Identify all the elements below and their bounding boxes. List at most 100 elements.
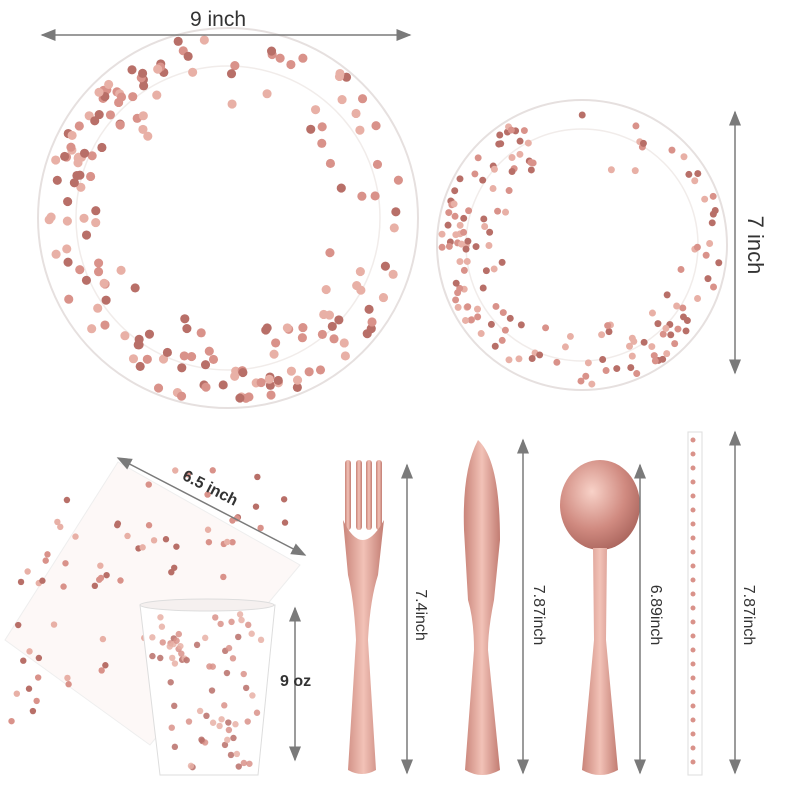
polka-dot bbox=[212, 614, 219, 621]
polka-dot bbox=[662, 324, 670, 332]
polka-dot bbox=[708, 219, 716, 227]
polka-dot bbox=[690, 703, 696, 709]
polka-dot bbox=[566, 332, 574, 340]
polka-dot bbox=[366, 324, 376, 334]
polka-dot bbox=[75, 265, 85, 275]
polka-dot bbox=[262, 323, 272, 333]
polka-dot bbox=[690, 437, 696, 443]
polka-dot bbox=[149, 652, 156, 660]
polka-dot bbox=[93, 303, 103, 313]
polka-dot bbox=[520, 127, 528, 135]
polka-dot bbox=[273, 375, 283, 386]
polka-dot bbox=[262, 89, 272, 99]
polka-dot bbox=[367, 317, 377, 327]
polka-dot bbox=[256, 377, 266, 388]
polka-dot bbox=[134, 340, 144, 350]
polka-dot bbox=[451, 187, 459, 195]
polka-dot bbox=[673, 302, 681, 310]
polka-dot bbox=[456, 258, 464, 266]
polka-dot bbox=[52, 175, 62, 185]
polka-dot bbox=[128, 92, 138, 102]
polka-dot bbox=[334, 71, 345, 82]
polka-dot bbox=[324, 310, 335, 320]
polka-dot bbox=[244, 392, 254, 402]
polka-dot bbox=[221, 702, 228, 709]
polka-dot bbox=[329, 334, 339, 344]
polka-dot bbox=[183, 51, 193, 61]
polka-dot bbox=[177, 363, 187, 373]
polka-dot bbox=[74, 121, 84, 131]
polka-dot bbox=[152, 90, 162, 100]
polka-dot bbox=[517, 321, 525, 329]
polka-dot bbox=[149, 634, 156, 641]
polka-dot bbox=[679, 313, 687, 321]
polka-dot bbox=[584, 359, 592, 367]
polka-dot bbox=[317, 122, 327, 132]
polka-dot bbox=[715, 259, 723, 267]
polka-dot bbox=[153, 383, 164, 393]
knife-size-label: 7.87inch bbox=[530, 584, 547, 646]
polka-dot bbox=[143, 131, 153, 141]
polka-dot bbox=[371, 121, 381, 131]
polka-dot bbox=[271, 338, 281, 348]
polka-dot bbox=[44, 215, 54, 225]
polka-dot bbox=[94, 87, 104, 97]
polka-dot bbox=[516, 137, 524, 145]
polka-dot bbox=[465, 207, 473, 215]
polka-dot bbox=[561, 343, 569, 351]
polka-dot bbox=[668, 146, 676, 154]
polka-dot bbox=[117, 577, 124, 584]
polka-dot bbox=[240, 670, 247, 678]
polka-dot bbox=[494, 207, 502, 215]
polka-dot bbox=[264, 374, 274, 384]
polka-dot bbox=[690, 521, 696, 527]
polka-dot bbox=[659, 355, 667, 363]
polka-dot bbox=[34, 674, 42, 681]
polka-dot bbox=[632, 122, 640, 130]
polka-dot bbox=[91, 218, 101, 228]
polka-dot bbox=[474, 305, 481, 313]
polka-dot bbox=[474, 313, 482, 321]
polka-dot bbox=[648, 309, 656, 317]
polka-dot bbox=[86, 171, 96, 182]
polka-dot bbox=[495, 140, 503, 148]
polka-dot bbox=[116, 265, 126, 275]
polka-dot bbox=[462, 245, 470, 253]
polka-dot bbox=[208, 687, 216, 694]
polka-dot bbox=[13, 690, 21, 697]
polka-dot bbox=[204, 346, 214, 356]
polka-dot bbox=[529, 159, 537, 167]
polka-dot bbox=[114, 520, 122, 527]
polka-dot bbox=[627, 364, 635, 372]
polka-dot bbox=[99, 635, 107, 643]
polka-dot bbox=[355, 266, 365, 277]
polka-dot bbox=[180, 314, 190, 324]
polka-dot bbox=[57, 523, 64, 531]
polka-dot bbox=[516, 150, 524, 158]
polka-dot bbox=[175, 630, 182, 638]
polka-dot bbox=[158, 354, 169, 364]
polka-dot bbox=[334, 315, 344, 325]
polka-dot bbox=[72, 170, 82, 181]
polka-dot bbox=[364, 304, 374, 314]
polka-dot bbox=[168, 724, 175, 731]
polka-dot bbox=[115, 120, 125, 130]
polka-dot bbox=[64, 294, 74, 304]
polka-dot bbox=[298, 323, 308, 333]
polka-dot bbox=[224, 736, 231, 744]
polka-dot bbox=[472, 243, 480, 251]
polka-dot bbox=[253, 709, 261, 716]
polka-dot bbox=[454, 303, 462, 311]
polka-dot bbox=[50, 621, 58, 628]
polka-dot bbox=[496, 131, 504, 139]
polka-dot bbox=[62, 560, 69, 567]
polka-dot bbox=[602, 367, 610, 375]
polka-dot bbox=[51, 249, 61, 259]
polka-dot bbox=[690, 717, 696, 723]
polka-dot bbox=[44, 551, 51, 558]
polka-dot bbox=[128, 354, 139, 364]
polka-dot bbox=[393, 175, 403, 185]
polka-dot bbox=[188, 67, 198, 77]
polka-dot bbox=[690, 633, 696, 639]
polka-dot bbox=[230, 734, 237, 742]
